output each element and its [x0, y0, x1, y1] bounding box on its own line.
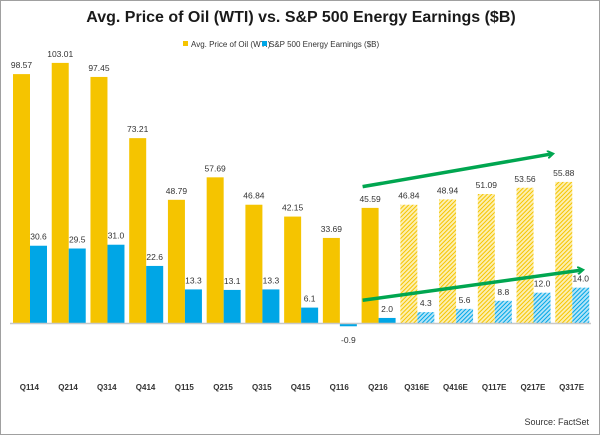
legend-label-earnings: S&P 500 Energy Earnings ($B) — [269, 40, 379, 49]
tick-Q216: Q216 — [368, 383, 388, 392]
label-earnings-Q217E: 12.0 — [534, 279, 551, 289]
bar-earnings-Q217E — [533, 292, 551, 323]
legend-swatch-earnings — [262, 41, 267, 46]
label-earnings-Q414: 22.6 — [146, 252, 163, 262]
tick-Q217E: Q217E — [520, 383, 546, 392]
tick-Q416E: Q416E — [443, 383, 469, 392]
label-oil-Q414: 73.21 — [127, 124, 149, 134]
bar-oil-Q117E — [477, 193, 495, 323]
bar-oil-Q416E — [439, 199, 457, 323]
bar-oil-Q314 — [90, 76, 108, 323]
label-earnings-Q117E: 8.8 — [497, 287, 509, 297]
bar-earnings-Q215 — [223, 289, 241, 323]
label-oil-Q114: 98.57 — [11, 60, 33, 70]
x-tick-labels: Q114 Q214 Q314 Q414 Q115 Q215 Q315 Q415 Q116 Q216… — [20, 383, 585, 392]
label-earnings-Q317E: 14.0 — [572, 274, 589, 284]
legend: Avg. Price of Oil (WTI) S&P 500 Energy E… — [183, 40, 379, 49]
label-earnings-Q315: 13.3 — [263, 275, 280, 285]
label-oil-Q117E: 51.09 — [476, 180, 498, 190]
legend-swatch-oil — [183, 41, 188, 46]
bar-earnings-Q316E — [417, 312, 435, 323]
label-earnings-Q316E: 4.3 — [420, 298, 432, 308]
bar-earnings-Q314 — [107, 244, 125, 323]
bar-oil-Q415 — [284, 216, 302, 323]
chart-title: Avg. Price of Oil (WTI) vs. S&P 500 Ener… — [86, 9, 515, 26]
label-earnings-Q314: 31.0 — [108, 231, 125, 241]
bar-oil-Q115 — [167, 199, 185, 323]
tick-Q314: Q314 — [97, 383, 117, 392]
bar-earnings-Q114 — [30, 245, 47, 323]
bar-earnings-Q315 — [262, 289, 280, 323]
tick-Q115: Q115 — [175, 383, 195, 392]
bar-oil-Q215 — [206, 177, 224, 323]
label-oil-Q115: 48.79 — [166, 186, 188, 196]
label-oil-Q116: 33.69 — [321, 224, 343, 234]
label-oil-Q216: 45.59 — [359, 194, 381, 204]
tick-Q215: Q215 — [213, 383, 233, 392]
bar-oil-Q316E — [400, 204, 418, 323]
label-oil-Q214: 103.01 — [47, 49, 73, 59]
label-oil-Q416E: 48.94 — [437, 185, 459, 195]
tick-Q415: Q415 — [291, 383, 311, 392]
bar-oil-Q317E — [555, 181, 573, 323]
bar-earnings-Q214 — [68, 248, 86, 323]
bar-oil-Q315 — [245, 204, 263, 323]
bar-earnings-Q117E — [494, 300, 512, 323]
bars-group — [13, 62, 590, 327]
label-oil-Q316E: 46.84 — [398, 191, 420, 201]
label-earnings-Q415: 6.1 — [304, 294, 316, 304]
tick-Q315: Q315 — [252, 383, 272, 392]
label-oil-Q215: 57.69 — [205, 163, 227, 173]
label-oil-Q217E: 53.56 — [514, 174, 536, 184]
label-earnings-Q216: 2.0 — [381, 304, 393, 314]
tick-Q316E: Q316E — [404, 383, 430, 392]
bar-oil-Q217E — [516, 187, 534, 323]
trend-arrows — [362, 154, 583, 303]
label-oil-Q317E: 55.88 — [553, 168, 575, 178]
bar-earnings-Q317E — [572, 287, 590, 323]
label-earnings-Q116: -0.9 — [341, 335, 356, 345]
bar-oil-Q216 — [361, 207, 379, 323]
bar-earnings-Q416E — [456, 308, 474, 323]
tick-Q414: Q414 — [136, 383, 156, 392]
tick-Q114: Q114 — [20, 383, 40, 392]
bar-earnings-Q116 — [339, 324, 357, 327]
tick-Q116: Q116 — [330, 383, 350, 392]
label-oil-Q415: 42.15 — [282, 203, 304, 213]
bar-oil-Q214 — [51, 62, 69, 323]
label-oil-Q315: 46.84 — [243, 191, 265, 201]
source-note: Source: FactSet — [524, 417, 589, 427]
label-earnings-Q115: 13.3 — [185, 275, 202, 285]
trend-arrow-oil — [362, 154, 553, 189]
label-earnings-Q114: 30.6 — [30, 232, 47, 242]
legend-label-oil: Avg. Price of Oil (WTI) — [191, 40, 271, 49]
bar-oil-Q414 — [129, 138, 147, 323]
trend-arrow-earnings — [362, 270, 583, 303]
label-oil-Q314: 97.45 — [88, 63, 110, 73]
bar-earnings-Q415 — [301, 307, 319, 323]
bar-earnings-Q414 — [146, 265, 164, 323]
bar-oil-Q116 — [322, 237, 340, 323]
label-earnings-Q215: 13.1 — [224, 276, 241, 286]
label-earnings-Q416E: 5.6 — [459, 295, 471, 305]
tick-Q317E: Q317E — [559, 383, 585, 392]
label-earnings-Q214: 29.5 — [69, 235, 86, 245]
tick-Q214: Q214 — [58, 383, 78, 392]
tick-Q117E: Q117E — [482, 383, 507, 392]
bar-oil-Q114 — [13, 74, 30, 323]
bar-earnings-Q115 — [184, 289, 202, 323]
bar-earnings-Q216 — [378, 317, 396, 323]
data-labels-group: 98.57 30.6 103.01 29.5 97.45 31.0 73.21 22.6 48.… — [11, 49, 589, 345]
